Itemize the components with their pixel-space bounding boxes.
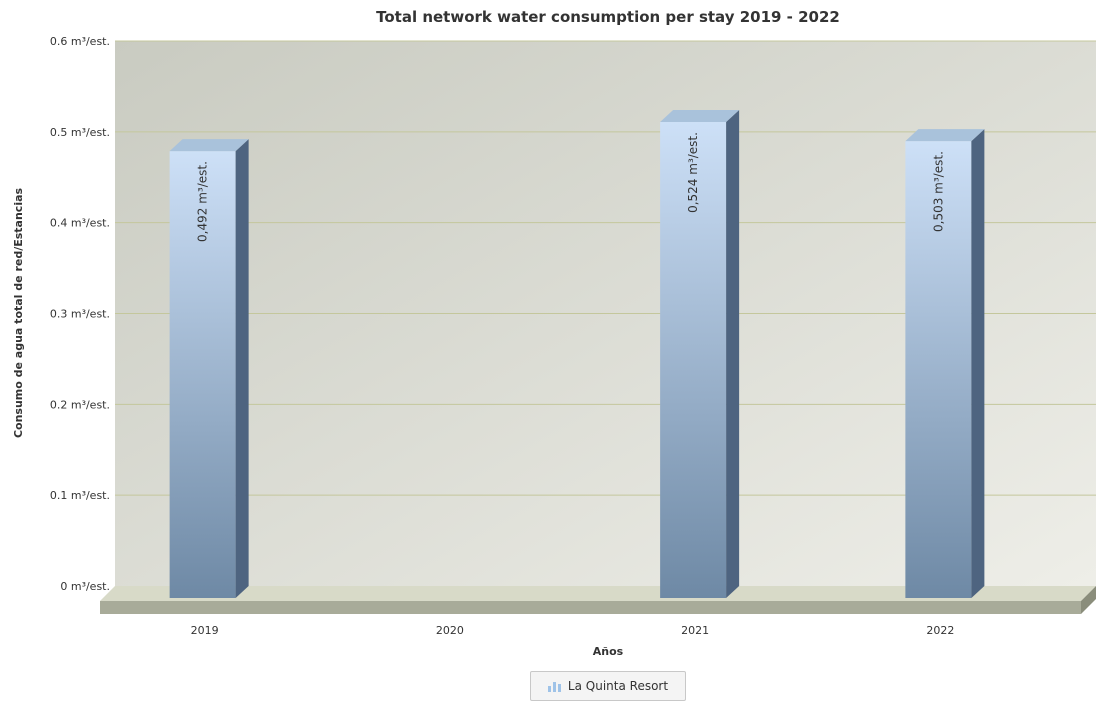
y-tick-label: 0.4 m³/est. [50,217,110,230]
bar-side-2021 [726,110,740,599]
y-tick-label: 0.2 m³/est. [50,398,110,411]
bar-chart-icon [547,680,562,692]
x-tick-label: 2019 [191,624,219,637]
x-axis-label: Años [593,645,624,658]
bar-top-2021 [660,110,740,123]
chart-title: Total network water consumption per stay… [376,8,840,26]
x-tick-label: 2020 [436,624,464,637]
chart-floor-front [100,601,1081,614]
bar-side-2019 [235,139,249,598]
bar-2019[interactable] [169,151,236,598]
y-tick-label: 0.5 m³/est. [50,126,110,139]
chart-floor-side [1081,586,1096,614]
data-label: 0,524 m³/est. [686,132,700,213]
bar-2021[interactable] [660,122,727,599]
data-label: 0,503 m³/est. [931,151,945,232]
y-tick-label: 0.1 m³/est. [50,489,110,502]
x-tick-label: 2022 [926,624,954,637]
y-tick-label: 0.6 m³/est. [50,35,110,48]
bar-top-2022 [905,129,985,142]
bar-chart: Total network water consumption per stay… [12,8,1096,658]
chart-floor-top [100,586,1096,601]
y-axis-label: Consumo de agua total de red/Estancias [12,187,25,438]
legend-item-la-quinta-resort[interactable]: La Quinta Resort [530,671,686,701]
y-tick-label: 0 m³/est. [60,580,110,593]
bar-side-2022 [971,129,985,598]
legend-label: La Quinta Resort [567,679,669,693]
y-tick-label: 0.3 m³/est. [50,308,110,321]
data-label: 0,492 m³/est. [196,161,210,242]
bar-2022[interactable] [905,141,972,598]
bar-top-2019 [169,139,249,152]
x-tick-label: 2021 [681,624,709,637]
